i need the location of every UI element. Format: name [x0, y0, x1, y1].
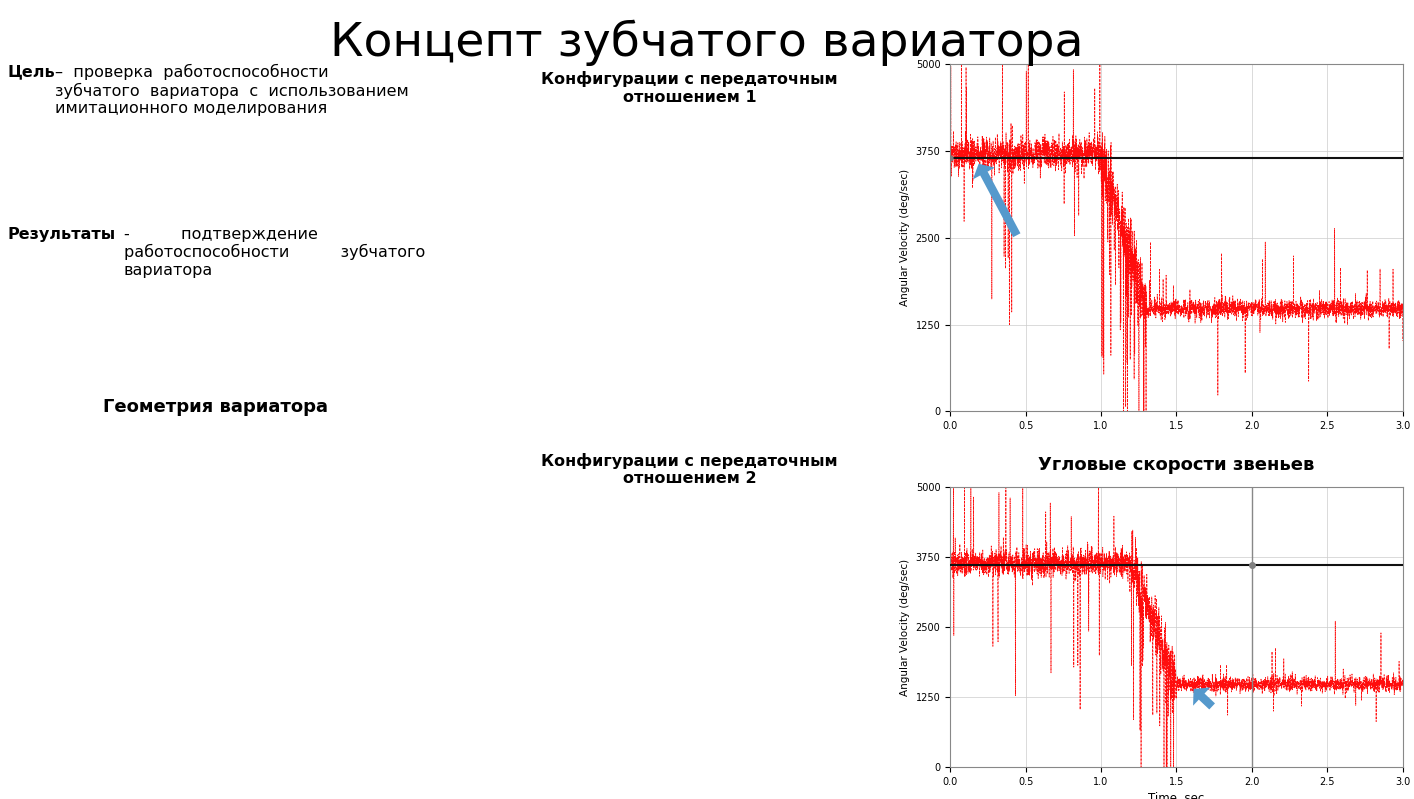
Text: Цель: Цель — [7, 64, 55, 79]
Text: -          подтверждение
работоспособности          зубчатого
вариатора: - подтверждение работоспособности зубчат… — [124, 227, 426, 278]
Text: Результаты: Результаты — [7, 227, 115, 241]
Y-axis label: Angular Velocity (deg/sec): Angular Velocity (deg/sec) — [901, 169, 911, 306]
Text: Геометрия вариатора: Геометрия вариатора — [103, 399, 328, 416]
Text: Угловые скорости звеньев: Угловые скорости звеньев — [1038, 455, 1315, 474]
Text: –  проверка  работоспособности
зубчатого  вариатора  с  использованием
имитацион: – проверка работоспособности зубчатого в… — [55, 64, 409, 117]
Text: Конфигурации с передаточным
отношением 1: Конфигурации с передаточным отношением 1 — [542, 71, 837, 105]
Text: Конфигурации с передаточным
отношением 2: Конфигурации с передаточным отношением 2 — [542, 453, 837, 486]
Text: Концепт зубчатого вариатора: Концепт зубчатого вариатора — [331, 20, 1083, 66]
Y-axis label: Angular Velocity (deg/sec): Angular Velocity (deg/sec) — [901, 559, 911, 696]
X-axis label: Time, sec: Time, sec — [1148, 793, 1205, 799]
